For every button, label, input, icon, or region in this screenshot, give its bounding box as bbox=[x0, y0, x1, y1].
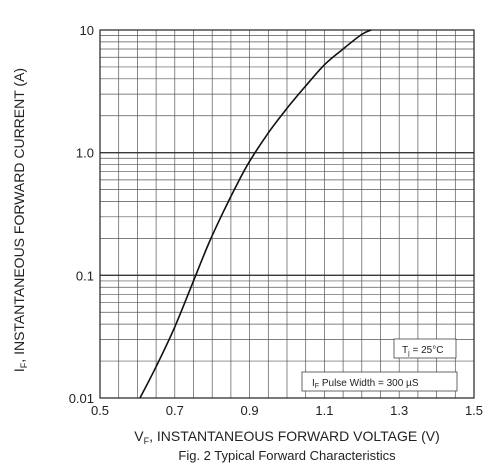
figure-caption: Fig. 2 Typical Forward Characteristics bbox=[178, 448, 396, 463]
annotation-tj-box: Tj = 25°C bbox=[394, 339, 456, 358]
x-tick-label: 1.3 bbox=[390, 403, 408, 418]
y-axis-label: IF, INSTANTANEOUS FORWARD CURRENT (A) bbox=[11, 68, 29, 372]
y-tick-label: 0.1 bbox=[76, 268, 94, 283]
annotation-pulse-box: IF Pulse Width = 300 µS bbox=[302, 372, 457, 391]
annotation-pulse-width: IF Pulse Width = 300 µS bbox=[312, 378, 419, 390]
x-tick-label: 0.7 bbox=[166, 403, 184, 418]
tick-labels: 0.5 0.7 0.9 1.1 1.3 1.50.010.11.010 bbox=[69, 23, 483, 418]
y-tick-label: 0.01 bbox=[69, 391, 94, 406]
x-tick-label: 0.9 bbox=[241, 403, 259, 418]
x-tick-label: 1.1 bbox=[315, 403, 333, 418]
y-tick-label: 1.0 bbox=[76, 146, 94, 161]
y-tick-label: 10 bbox=[80, 23, 94, 38]
x-axis-label: VF, INSTANTANEOUS FORWARD VOLTAGE (V) bbox=[134, 428, 440, 446]
x-tick-label: 1.5 bbox=[465, 403, 483, 418]
